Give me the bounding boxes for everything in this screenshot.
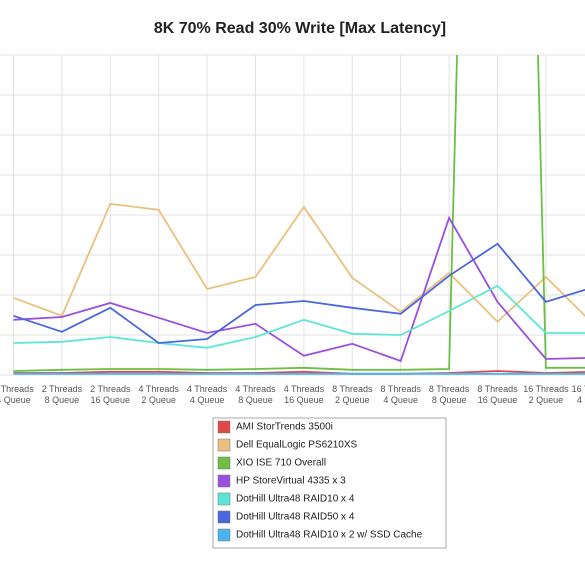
grid xyxy=(0,55,585,375)
x-tick-label: 4 Queue xyxy=(383,395,418,405)
x-tick-label: 16 Threads xyxy=(523,384,569,394)
legend-label: Dell EqualLogic PS6210XS xyxy=(236,440,358,451)
x-tick-label: 16 Queue xyxy=(284,395,324,405)
legend-swatch xyxy=(218,529,230,541)
x-tick-label: 4 Threads xyxy=(284,384,325,394)
x-tick-label: 4 Threads xyxy=(139,384,180,394)
x-tick-label: 4 Queue xyxy=(190,395,225,405)
x-tick-label: 16 Threads xyxy=(572,384,585,394)
series-line xyxy=(14,218,585,361)
x-tick-label: 8 Threads xyxy=(381,384,422,394)
x-tick-label: 8 Threads xyxy=(332,384,373,394)
legend-label: XIO ISE 710 Overall xyxy=(236,458,326,469)
x-tick-label: 8 Queue xyxy=(238,395,273,405)
plot xyxy=(14,0,585,374)
legend-swatch xyxy=(218,421,230,433)
legend-swatch xyxy=(218,511,230,523)
legend-label: AMI StorTrends 3500i xyxy=(236,422,333,433)
x-tick-label: 4 Queue xyxy=(577,395,585,405)
x-tick-label: 2 Threads xyxy=(0,384,34,394)
legend-swatch xyxy=(218,493,230,505)
legend-swatch xyxy=(218,439,230,451)
series-line xyxy=(14,244,585,343)
x-tick-label: 4 Threads xyxy=(187,384,228,394)
x-tick-label: 2 Threads xyxy=(90,384,131,394)
x-tick-label: 8 Queue xyxy=(45,395,80,405)
x-tick-label: 4 Queue xyxy=(0,395,31,405)
chart-title: 8K 70% Read 30% Write [Max Latency] xyxy=(154,20,446,37)
x-tick-label: 8 Queue xyxy=(432,395,467,405)
legend-label: DotHill Ultra48 RAID10 x 2 w/ SSD Cache xyxy=(236,530,423,541)
x-tick-label: 16 Queue xyxy=(478,395,518,405)
x-tick-label: 8 Threads xyxy=(477,384,518,394)
series-line xyxy=(14,0,585,371)
x-tick-label: 2 Queue xyxy=(335,395,370,405)
x-tick-label: 16 Queue xyxy=(91,395,131,405)
legend-label: HP StoreVirtual 4335 x 3 xyxy=(236,476,346,487)
x-tick-label: 2 Queue xyxy=(529,395,564,405)
x-tick-label: 8 Threads xyxy=(429,384,470,394)
x-tick-label: 2 Threads xyxy=(42,384,83,394)
legend-swatch xyxy=(218,457,230,469)
legend-label: DotHill Ultra48 RAID50 x 4 xyxy=(236,512,355,523)
legend-swatch xyxy=(218,475,230,487)
legend-label: DotHill Ultra48 RAID10 x 4 xyxy=(236,494,355,505)
x-tick-label: 4 Threads xyxy=(235,384,276,394)
x-tick-label: 2 Queue xyxy=(141,395,176,405)
